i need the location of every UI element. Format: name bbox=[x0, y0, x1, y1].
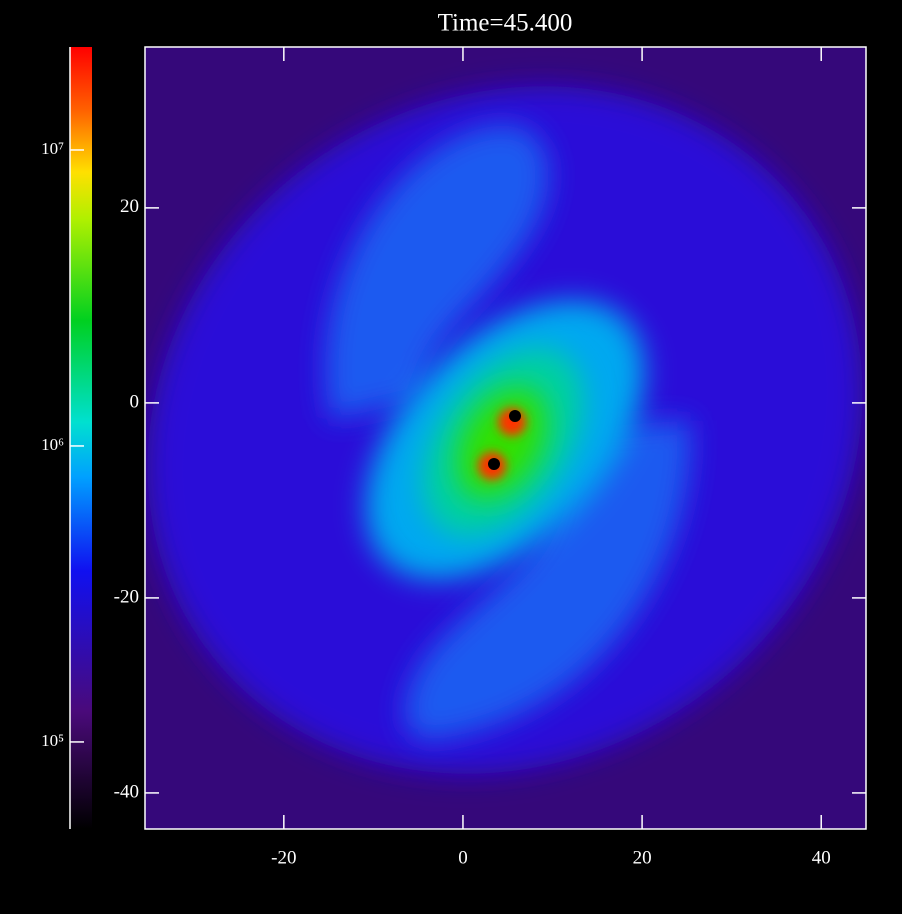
colorbar-tick-label: 10⁶ bbox=[41, 435, 64, 454]
x-tick-label: 0 bbox=[458, 847, 468, 868]
x-tick-label: 40 bbox=[812, 847, 831, 868]
chart-title: Time=45.400 bbox=[438, 10, 573, 37]
colorbar bbox=[70, 47, 92, 829]
density-image bbox=[13, 0, 902, 913]
colorbar-tick-label: 10⁵ bbox=[41, 731, 64, 750]
y-tick-label: -40 bbox=[114, 781, 139, 802]
colorbar-tick-label: 10⁷ bbox=[41, 139, 64, 158]
y-tick-label: 0 bbox=[130, 391, 140, 412]
y-tick-label: -20 bbox=[114, 586, 139, 607]
chart: Time=45.400 -20 0 20 40 -40 -20 0 20 10⁵ 10⁶ 10⁷ bbox=[0, 0, 902, 914]
x-tick-label: 20 bbox=[633, 847, 652, 868]
x-tick-label: -20 bbox=[271, 847, 296, 868]
y-tick-label: 20 bbox=[120, 196, 139, 217]
